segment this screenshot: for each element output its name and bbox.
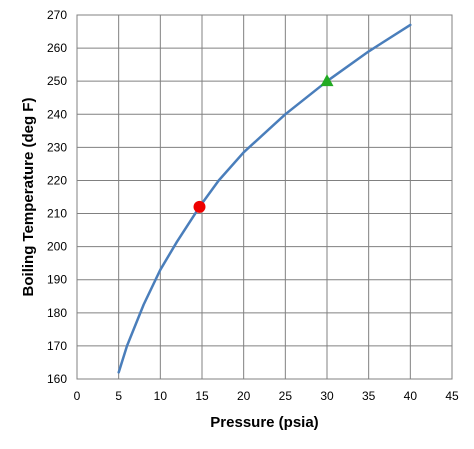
y-tick-label: 210 — [47, 207, 67, 221]
y-tick-label: 170 — [47, 339, 67, 353]
x-tick-label: 15 — [195, 389, 209, 403]
x-tick-label: 20 — [237, 389, 251, 403]
highlight-markers — [193, 74, 334, 213]
y-tick-label: 230 — [47, 140, 67, 154]
y-tick-label: 250 — [47, 74, 67, 88]
data-series — [117, 23, 412, 374]
y-tick-label: 220 — [47, 173, 67, 187]
x-tick-labels: 0 5 10 15 20 25 30 35 40 45 — [74, 389, 459, 403]
y-tick-labels: 160 170 180 190 200 210 220 230 240 250 260 270 — [47, 8, 67, 386]
y-tick-label: 270 — [47, 8, 67, 22]
x-tick-label: 10 — [154, 389, 168, 403]
x-tick-label: 45 — [445, 389, 459, 403]
y-tick-label: 180 — [47, 306, 67, 320]
y-tick-label: 200 — [47, 240, 67, 254]
plot-area-border — [76, 14, 453, 380]
x-tick-label: 5 — [115, 389, 122, 403]
green-triangle-marker — [320, 74, 334, 87]
grid-lines — [76, 14, 453, 380]
x-tick-label: 0 — [74, 389, 81, 403]
red-circle-marker — [193, 200, 206, 213]
y-tick-label: 160 — [47, 372, 67, 386]
x-tick-label: 25 — [279, 389, 293, 403]
y-tick-label: 190 — [47, 273, 67, 287]
x-tick-label: 40 — [404, 389, 418, 403]
x-tick-label: 30 — [320, 389, 334, 403]
y-tick-label: 260 — [47, 41, 67, 55]
y-tick-label: 240 — [47, 107, 67, 121]
y-axis-title: Boiling Temperature (deg F) — [20, 98, 37, 297]
x-axis-title: Pressure (psia) — [210, 414, 318, 431]
x-tick-label: 35 — [362, 389, 376, 403]
series-line — [117, 23, 412, 374]
